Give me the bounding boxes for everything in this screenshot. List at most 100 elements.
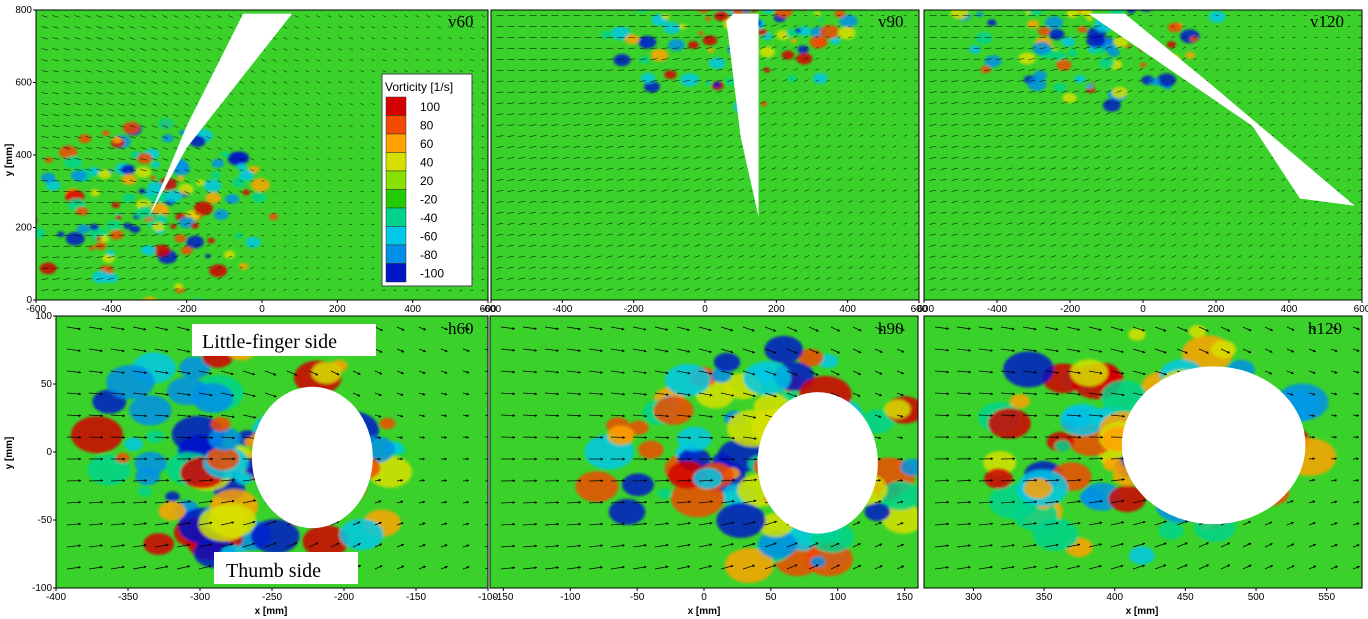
velocity-vector [261,59,266,62]
velocity-vector [360,158,364,160]
velocity-vector [529,277,536,280]
velocity-vector [195,191,200,194]
vorticity-patch [135,166,152,178]
velocity-vector [782,46,787,49]
velocity-vector [283,256,287,258]
velocity-vector [272,158,276,160]
velocity-vector [672,112,679,115]
velocity-vector [118,288,125,291]
velocity-vector [507,190,515,192]
velocity-vector [184,191,190,194]
velocity-vector [360,278,364,280]
velocity-vector [426,15,430,18]
vorticity-patch [1188,325,1207,338]
velocity-vector [349,136,353,138]
velocity-vector [672,222,679,225]
velocity-vector [41,70,48,73]
velocity-vector [338,256,342,258]
velocity-vector [639,102,647,104]
colorbar-swatch [385,226,407,246]
velocity-vector [683,123,690,126]
vorticity-patch [1077,25,1088,33]
velocity-vector [705,189,712,192]
velocity-vector [837,79,842,82]
velocity-vector [584,69,592,71]
velocity-vector [826,47,830,49]
velocity-vector [771,200,777,203]
velocity-vector [859,69,863,71]
velocity-vector [903,255,908,258]
vorticity-patch [98,169,112,179]
velocity-vector [962,58,970,60]
velocity-vector [859,189,864,192]
velocity-vector [848,145,853,148]
velocity-vector [914,288,919,291]
velocity-vector [481,37,485,39]
vorticity-patch [984,55,1002,68]
velocity-vector [85,158,93,160]
velocity-vector [837,145,842,148]
vorticity-patch [809,35,828,49]
velocity-vector [382,26,387,29]
velocity-vector [151,180,158,183]
velocity-vector [661,123,668,126]
vorticity-patch [663,22,680,34]
velocity-vector [771,288,777,291]
velocity-vector [305,26,310,29]
velocity-vector [870,211,875,214]
velocity-vector [41,158,49,160]
y-tick-label: 100 [35,311,52,322]
vorticity-patch [667,39,685,52]
velocity-vector [650,156,657,159]
velocity-vector [881,244,886,247]
velocity-vector [903,178,908,181]
vorticity-patch [794,28,802,33]
velocity-vector [360,114,364,116]
velocity-vector [316,15,321,18]
velocity-vector [518,255,525,258]
velocity-vector [118,267,126,269]
velocity-vector [815,211,821,214]
velocity-vector [782,156,788,159]
panel-label-h60: h60 [448,319,474,338]
velocity-vector [404,289,408,291]
velocity-vector [683,211,690,214]
velocity-vector [815,79,820,82]
velocity-vector [870,134,875,137]
velocity-vector [327,180,331,182]
velocity-vector [694,123,701,126]
velocity-vector [294,114,298,117]
velocity-vector [107,103,114,106]
velocity-vector [140,266,147,269]
vorticity-patch [837,26,856,40]
velocity-vector [826,79,831,82]
velocity-vector [338,267,342,269]
velocity-vector [562,91,570,93]
velocity-vector [41,81,48,84]
velocity-vector [650,69,658,71]
velocity-vector [96,245,104,247]
velocity-vector [1105,35,1112,38]
velocity-vector [650,211,657,214]
velocity-vector [837,58,841,60]
velocity-vector [815,57,820,60]
velocity-vector [371,37,376,40]
vorticity-patch [137,486,153,497]
velocity-vector [129,234,137,236]
velocity-vector [551,233,558,236]
velocity-vector [239,81,244,84]
velocity-vector [606,244,613,247]
velocity-vector [727,79,734,82]
velocity-vector [107,267,115,269]
velocity-vector [1083,57,1090,60]
velocity-vector [672,266,679,269]
velocity-vector [437,48,441,50]
velocity-vector [771,90,777,93]
velocity-vector [881,145,886,148]
velocity-vector [371,114,375,116]
velocity-vector [771,14,778,16]
velocity-vector [316,180,320,182]
velocity-vector [496,222,504,225]
velocity-vector [859,145,864,148]
velocity-vector [903,233,908,236]
